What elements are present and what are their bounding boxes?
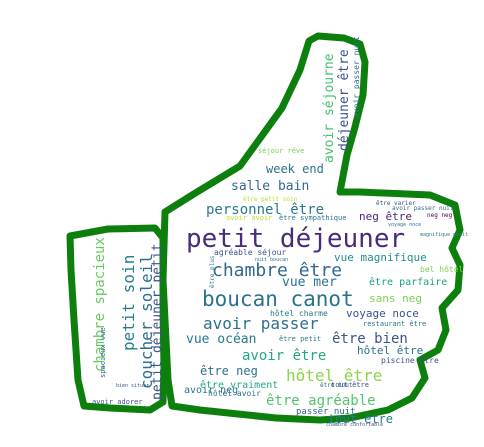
word: être plus [209,255,216,288]
word: bien situer [116,383,149,389]
word: spacieux vue [99,327,107,378]
word: voyage noce [388,222,421,228]
word: restaurant être [363,320,426,328]
word: être neg [200,364,258,378]
word: piscine être [381,355,439,365]
thumbs-up-hand-outline [159,32,464,424]
word: avoir être [242,348,326,364]
thumbs-up-cuff-outline [66,224,168,414]
word: être sympathique [279,214,346,222]
word: chambre confortable [326,422,383,428]
word: avoir passer nuit [392,205,454,212]
word: avoir passer [203,314,319,333]
word: personnel être [206,202,324,218]
word: salle bain [231,179,309,194]
word: bel hôtel [420,264,464,274]
word: neg neg [427,212,453,219]
word: petit soin [119,255,138,351]
word: sans neg [369,292,422,305]
word: être vraiment [200,379,278,391]
word: chambre être [212,260,342,281]
word: voyage noce [346,307,419,320]
word: avoir neg [184,385,238,396]
word: être parfaire [369,276,447,288]
word: déjeuner être [337,49,352,151]
word: hôtel être [286,366,382,385]
word: passer nuit [296,407,356,417]
word: boucan canot [202,287,354,311]
word: chambre spacieux [92,237,108,372]
word: être tout [320,382,353,389]
word: neg être [359,210,412,223]
word: avoir avoir [226,214,272,222]
word: magnifique petit [420,232,468,238]
word: hôtel charme [270,308,328,318]
word: coucher soleil [137,254,156,389]
word: être bien [332,331,408,347]
word: vue mer [282,275,337,290]
word: être petit soin [243,196,298,203]
word: avoir séjourne [322,53,337,163]
word: être agréable [266,393,376,409]
word: agréable séjour [214,247,286,257]
word: nuit boucan [255,257,288,263]
word: avoir adorer [92,398,143,406]
word: vue océan [186,332,256,347]
word: être varier [376,200,416,207]
word: hôtel avoir [208,388,261,398]
word: hôtel être [357,344,423,357]
word: être petit [279,335,321,343]
word: vue magnifique [334,251,427,264]
word: petit déjeuner [186,224,405,254]
word: week end [266,162,324,176]
word: tout être [328,412,393,426]
word: avoir passer nuit [352,36,361,118]
word: séjour rêve [258,147,304,155]
word: petit déjeuner petit [150,243,165,400]
word: tout être [331,381,369,389]
